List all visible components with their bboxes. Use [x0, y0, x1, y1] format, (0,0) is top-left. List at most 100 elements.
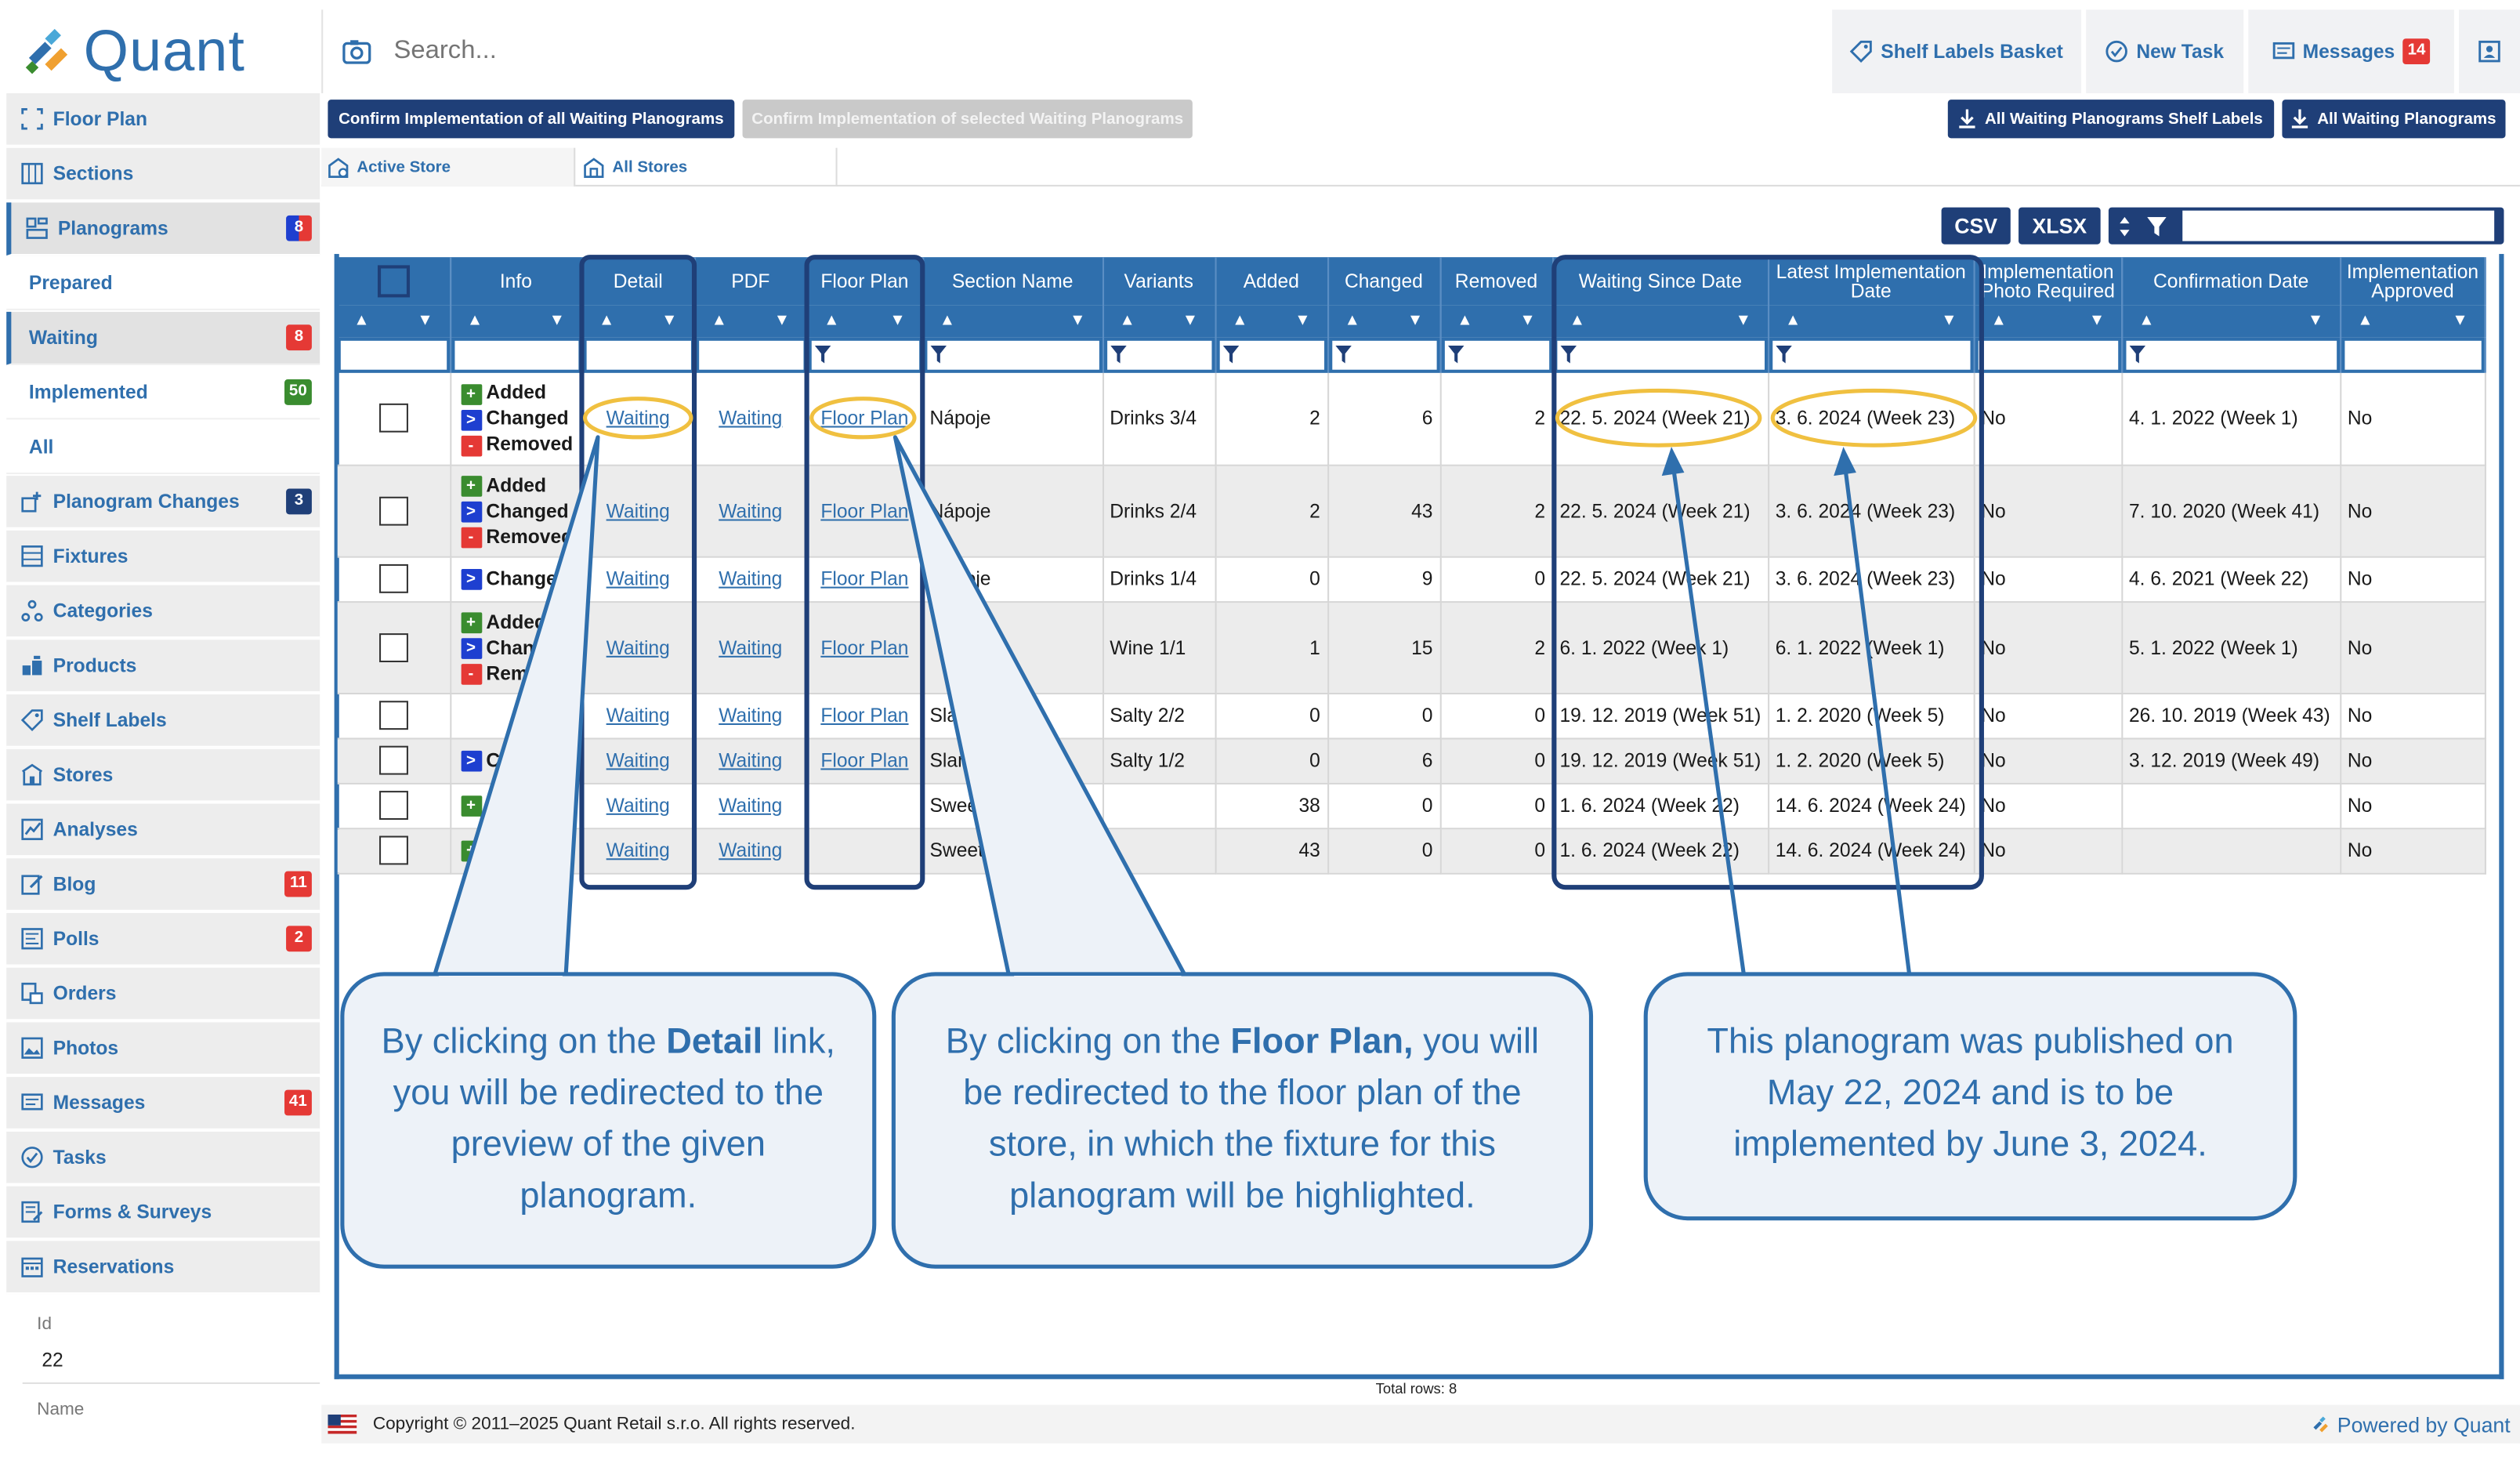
sidebar-item-implemented[interactable]: Implemented 50: [6, 366, 320, 420]
sort-desc-icon[interactable]: ▼: [1070, 311, 1086, 330]
row-checkbox[interactable]: [378, 791, 408, 821]
xlsx-export-button[interactable]: XLSX: [2019, 207, 2101, 245]
row-checkbox[interactable]: [378, 701, 408, 730]
column-filter[interactable]: [1327, 337, 1441, 373]
row-checkbox[interactable]: [378, 404, 408, 433]
table-row[interactable]: + Added > Changed - Removed Waiting Waiting Floo…: [337, 372, 2486, 466]
sidebar-item-planogram-changes[interactable]: Planogram Changes 3: [6, 476, 320, 529]
detail-link[interactable]: Waiting: [606, 498, 670, 522]
pdf-link[interactable]: Waiting: [719, 567, 783, 590]
column-header[interactable]: Added: [1215, 257, 1329, 306]
sort-desc-icon[interactable]: ▼: [1294, 311, 1311, 330]
floor-plan-link[interactable]: Floor Plan: [820, 498, 909, 522]
sort-desc-icon[interactable]: ▼: [549, 311, 565, 330]
column-header[interactable]: Removed: [1439, 257, 1554, 306]
sidebar-item-shelf-labels[interactable]: Shelf Labels: [6, 694, 320, 748]
table-row[interactable]: Waiting Waiting Floor Plan Slané Salty 2/2 0 0…: [337, 692, 2486, 739]
detail-link[interactable]: Waiting: [606, 636, 670, 658]
download-shelf-labels-button[interactable]: All Waiting Planograms Shelf Labels: [1947, 100, 2275, 139]
sort-desc-icon[interactable]: ▼: [1182, 311, 1199, 330]
sort-desc-icon[interactable]: ▼: [1735, 311, 1751, 330]
sidebar-item-analyses[interactable]: Analyses: [6, 803, 320, 857]
grid-filter-input[interactable]: [2182, 210, 2495, 241]
table-row[interactable]: + Added Waiting Waiting Sweets 38 0 0 1. 6. 2024…: [337, 782, 2486, 829]
messages-button[interactable]: Messages 14: [2248, 9, 2454, 93]
tab-all-stores[interactable]: All Stores: [584, 147, 838, 187]
pdf-link[interactable]: Waiting: [719, 704, 783, 727]
row-checkbox[interactable]: [378, 495, 408, 525]
column-header[interactable]: Section Name: [922, 257, 1104, 306]
sidebar-item-planograms[interactable]: Planograms 8: [6, 202, 320, 256]
camera-icon[interactable]: [342, 38, 371, 64]
table-row[interactable]: > Changed Waiting Waiting Floor Plan Slané Sal…: [337, 737, 2486, 784]
sort-desc-icon[interactable]: ▼: [661, 311, 678, 330]
floor-plan-link[interactable]: Floor Plan: [820, 636, 909, 658]
column-header[interactable]: Waiting Since Date: [1552, 257, 1769, 306]
sort-asc-icon[interactable]: ▲: [939, 311, 956, 330]
sidebar-item-reservations[interactable]: Reservations: [6, 1241, 320, 1295]
select-all-checkbox[interactable]: [377, 265, 410, 298]
pdf-link[interactable]: Waiting: [719, 839, 783, 862]
column-filter[interactable]: [1768, 337, 1975, 373]
column-header[interactable]: Floor Plan: [806, 257, 924, 306]
download-planograms-button[interactable]: All Waiting Planograms: [2282, 100, 2506, 139]
sort-asc-icon[interactable]: ▲: [1990, 311, 2007, 330]
us-flag-icon[interactable]: [328, 1414, 357, 1434]
sort-asc-icon[interactable]: ▲: [1569, 311, 1586, 330]
sidebar-item-floor-plan[interactable]: Floor Plan: [6, 92, 320, 147]
detail-link[interactable]: Waiting: [606, 839, 670, 862]
pdf-link[interactable]: Waiting: [719, 498, 783, 522]
detail-link[interactable]: Waiting: [606, 567, 670, 590]
sort-asc-icon[interactable]: ▲: [1344, 311, 1360, 330]
row-checkbox[interactable]: [378, 563, 408, 593]
sort-desc-icon[interactable]: ▼: [889, 311, 906, 330]
csv-export-button[interactable]: CSV: [1941, 207, 2011, 245]
table-row[interactable]: + Added > Changed - Removed Waiting Waiting Floo…: [337, 601, 2486, 694]
table-row[interactable]: + Added > Changed - Removed Waiting Waiting Floo…: [337, 464, 2486, 557]
column-filter[interactable]: [450, 337, 583, 373]
new-task-button[interactable]: New Task: [2086, 9, 2244, 93]
column-filter[interactable]: [1552, 337, 1769, 373]
sort-asc-icon[interactable]: ▲: [1232, 311, 1248, 330]
column-filter[interactable]: [922, 337, 1104, 373]
sort-asc-icon[interactable]: ▲: [711, 311, 727, 330]
sort-asc-icon[interactable]: ▲: [598, 311, 615, 330]
sort-desc-icon[interactable]: ▼: [2088, 311, 2105, 330]
column-filter[interactable]: [1439, 337, 1554, 373]
tab-active-store[interactable]: Active Store: [321, 147, 576, 187]
sidebar-item-photos[interactable]: Photos: [6, 1022, 320, 1076]
column-header[interactable]: Implementation Photo Required: [1974, 257, 2123, 306]
column-header[interactable]: Latest Implementation Date: [1768, 257, 1975, 306]
sort-desc-icon[interactable]: ▼: [417, 311, 433, 330]
pdf-link[interactable]: Waiting: [719, 748, 783, 772]
sort-asc-icon[interactable]: ▲: [2138, 311, 2155, 330]
column-filter[interactable]: [1102, 337, 1216, 373]
sort-desc-icon[interactable]: ▼: [773, 311, 791, 330]
sidebar-item-prepared[interactable]: Prepared: [6, 257, 320, 310]
row-checkbox[interactable]: [378, 745, 408, 775]
detail-link[interactable]: Waiting: [606, 748, 670, 772]
confirm-selected-button[interactable]: Confirm Implementation of selected Waiti…: [742, 100, 1193, 139]
sidebar-item-blog[interactable]: Blog 11: [6, 858, 320, 911]
column-filter[interactable]: [337, 337, 451, 373]
floor-plan-link[interactable]: Floor Plan: [820, 704, 909, 727]
pdf-link[interactable]: Waiting: [719, 636, 783, 658]
table-row[interactable]: + Added Waiting Waiting Sweets 43 0 0 1. 6. 2024…: [337, 828, 2486, 874]
column-filter[interactable]: [1215, 337, 1329, 373]
confirm-all-button[interactable]: Confirm Implementation of all Waiting Pl…: [328, 100, 735, 139]
column-filter[interactable]: [581, 337, 696, 373]
column-filter[interactable]: [2340, 337, 2486, 373]
sidebar-item-categories[interactable]: Categories: [6, 585, 320, 639]
sidebar-item-orders[interactable]: Orders: [6, 967, 320, 1021]
column-filter[interactable]: [2121, 337, 2341, 373]
pdf-link[interactable]: Waiting: [719, 407, 783, 430]
column-header[interactable]: Confirmation Date: [2121, 257, 2341, 306]
sort-asc-icon[interactable]: ▲: [1457, 311, 1473, 330]
sort-desc-icon[interactable]: ▼: [1519, 311, 1536, 330]
sidebar-item-polls[interactable]: Polls 2: [6, 912, 320, 966]
column-header[interactable]: Changed: [1327, 257, 1441, 306]
sidebar-item-stores[interactable]: Stores: [6, 748, 320, 803]
sort-desc-icon[interactable]: ▼: [1407, 311, 1424, 330]
detail-link[interactable]: Waiting: [606, 704, 670, 727]
sidebar-item-products[interactable]: Products: [6, 640, 320, 693]
